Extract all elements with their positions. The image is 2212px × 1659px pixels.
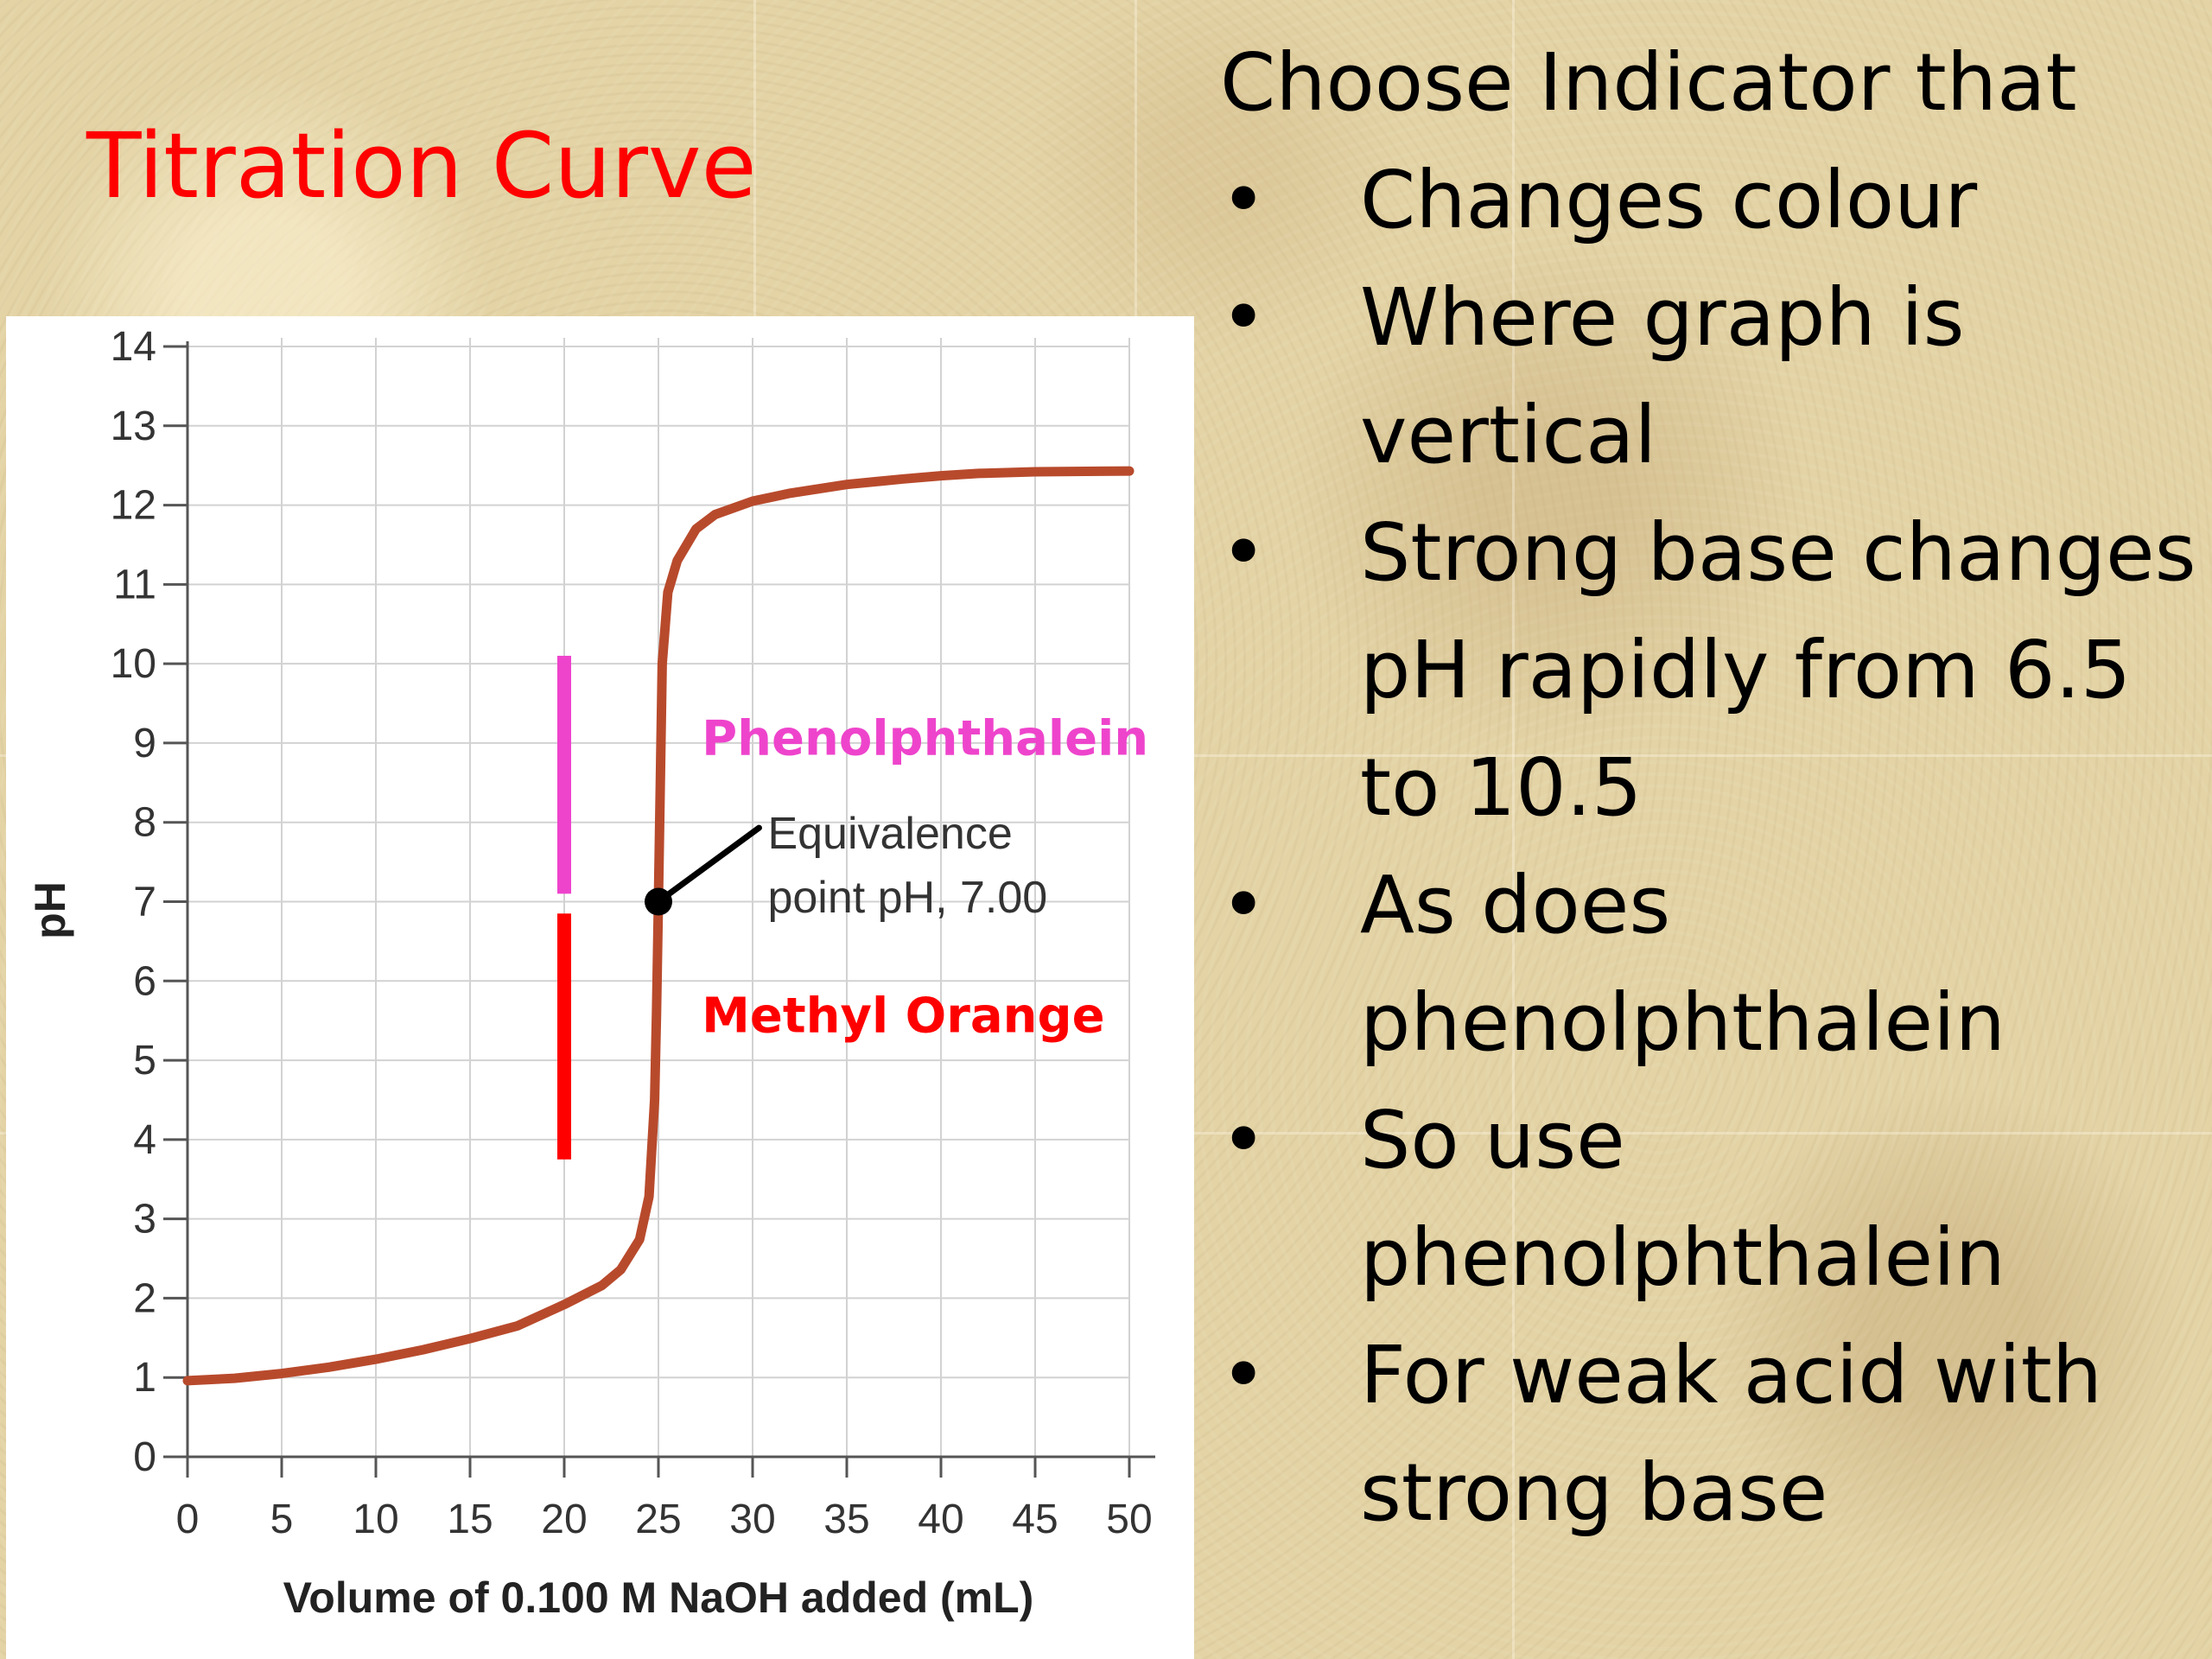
indicator-label: Methyl Orange bbox=[702, 988, 1104, 1045]
x-tick-label: 25 bbox=[635, 1497, 681, 1542]
annotation-text-line: point pH, 7.00 bbox=[767, 873, 1047, 923]
bullet-text: Strong base changes pH rapidly from 6.5 … bbox=[1360, 506, 2196, 834]
y-tick-label: 7 bbox=[133, 880, 156, 925]
bullet-text: For weak acid with strong base bbox=[1360, 1329, 2103, 1539]
x-tick-label: 20 bbox=[541, 1497, 587, 1542]
x-tick-label: 5 bbox=[270, 1497, 294, 1542]
y-tick-label: 10 bbox=[111, 641, 156, 687]
x-tick-label: 10 bbox=[353, 1497, 398, 1542]
y-tick-label: 13 bbox=[111, 404, 156, 449]
x-tick-label: 40 bbox=[918, 1497, 963, 1542]
bullet-item: • Where graph is vertical bbox=[1220, 259, 2205, 494]
bullet-panel: Choose Indicator that • Changes colour • W… bbox=[1220, 24, 2205, 1552]
bullet-dot-icon: • bbox=[1220, 506, 1268, 599]
indicator-range-bar bbox=[557, 913, 571, 1160]
y-axis-title: pH bbox=[26, 881, 74, 939]
bullet-text: As does phenolphthalein bbox=[1360, 859, 2005, 1069]
y-tick-label: 12 bbox=[111, 483, 156, 529]
bullet-dot-icon: • bbox=[1220, 271, 1268, 364]
bullet-item: • So use phenolphthalein bbox=[1220, 1082, 2205, 1317]
bullet-item: • As does phenolphthalein bbox=[1220, 847, 2205, 1082]
bullet-text: Changes colour bbox=[1360, 154, 1978, 246]
slide-title: Titration Curve bbox=[86, 113, 757, 219]
y-tick-label: 0 bbox=[133, 1434, 156, 1480]
y-tick-label: 4 bbox=[133, 1117, 156, 1163]
y-tick-label: 6 bbox=[133, 958, 156, 1004]
y-tick-label: 9 bbox=[133, 721, 156, 766]
x-tick-label: 15 bbox=[447, 1497, 493, 1542]
x-tick-label: 35 bbox=[823, 1497, 869, 1542]
bullet-item: • Strong base changes pH rapidly from 6.5… bbox=[1220, 494, 2205, 847]
y-tick-label: 8 bbox=[133, 800, 156, 846]
indicator-range-bar bbox=[557, 655, 571, 894]
x-tick-label: 0 bbox=[176, 1497, 200, 1542]
bullet-dot-icon: • bbox=[1220, 1094, 1268, 1186]
bullet-text: So use phenolphthalein bbox=[1360, 1094, 2005, 1304]
bullet-dot-icon: • bbox=[1220, 154, 1268, 246]
equivalence-point-marker bbox=[645, 887, 672, 916]
titration-curve-line bbox=[182, 466, 1135, 1386]
bullet-item: • Changes colour bbox=[1220, 142, 2205, 259]
x-tick-label: 45 bbox=[1012, 1497, 1058, 1542]
annotation-text-line: Equivalence bbox=[767, 809, 1012, 859]
indicator-label: Phenolphthalein bbox=[702, 710, 1148, 766]
y-tick-label: 3 bbox=[133, 1197, 156, 1243]
x-tick-label: 50 bbox=[1106, 1497, 1152, 1542]
bullet-text: Where graph is vertical bbox=[1360, 271, 1965, 481]
background-seam bbox=[1512, 0, 1515, 1659]
bullet-heading: Choose Indicator that bbox=[1220, 36, 2077, 129]
y-tick-label: 14 bbox=[111, 324, 156, 370]
y-tick-label: 11 bbox=[113, 562, 156, 607]
bullet-item: • For weak acid with strong base bbox=[1220, 1317, 2205, 1552]
y-tick-label: 1 bbox=[133, 1355, 156, 1401]
bullet-list: • Changes colour • Where graph is vertical… bbox=[1220, 142, 2205, 1552]
bullet-dot-icon: • bbox=[1220, 1329, 1268, 1421]
titration-chart: 0 1 2 3 4 5 6 7 8 9 10 11 12 13 14 0 5 10 15 20 25 30 35 40 45 50… bbox=[6, 316, 1194, 1659]
y-tick-label: 2 bbox=[133, 1275, 156, 1321]
y-tick-label: 5 bbox=[133, 1038, 156, 1084]
bullet-dot-icon: • bbox=[1220, 859, 1268, 951]
x-axis-title: Volume of 0.100 M NaOH added (mL) bbox=[283, 1573, 1034, 1622]
x-tick-label: 30 bbox=[729, 1497, 775, 1542]
annotation-leader-line bbox=[655, 824, 762, 905]
